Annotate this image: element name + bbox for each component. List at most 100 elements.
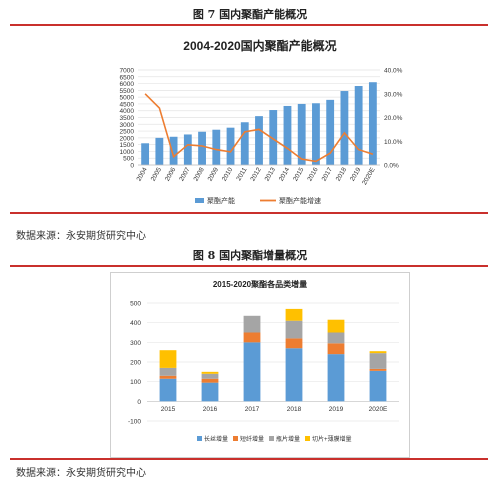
stacked-bar-segment — [201, 373, 219, 379]
y-tick-label: 5000 — [120, 95, 135, 102]
x-tick-label: 2009 — [207, 166, 220, 182]
legend-label: 长丝增量 — [204, 435, 228, 443]
y2-tick-label: 10.0% — [384, 139, 403, 146]
capacity-bar — [155, 137, 164, 165]
y-tick-label: 4000 — [120, 108, 135, 115]
capacity-bar — [269, 110, 278, 165]
x-tick-label: 2017 — [321, 166, 334, 182]
rule-fig8-top — [10, 265, 488, 267]
x-tick-label: 2013 — [264, 166, 277, 182]
y-tick-label: 200 — [130, 360, 141, 367]
capacity-bar — [297, 103, 306, 165]
legend-label: 短纤增量 — [240, 435, 264, 443]
y2-tick-label: 20.0% — [384, 115, 403, 122]
y-tick-label: 400 — [130, 320, 141, 327]
y-tick-label: 2500 — [120, 129, 135, 136]
x-tick-label: 2020E — [361, 166, 377, 186]
legend-label: 切片+薄膜增量 — [312, 435, 352, 443]
rule-fig7-bottom — [10, 212, 488, 214]
y-tick-label: 500 — [130, 301, 141, 308]
growth-rate-line — [144, 93, 374, 163]
y-tick-label: 0 — [130, 163, 134, 170]
capacity-bar — [240, 122, 249, 165]
x-tick-label: 2015 — [292, 166, 305, 182]
y-tick-label: 0 — [137, 399, 141, 406]
x-tick-label: 2008 — [192, 166, 205, 182]
y-tick-label: 2000 — [120, 135, 135, 142]
x-tick-label: 2018 — [335, 166, 348, 182]
y-tick-label: 1500 — [120, 142, 135, 149]
fig8-source: 数据来源：永安期货研究中心 — [16, 468, 146, 479]
capacity-bar — [255, 116, 263, 165]
x-tick-label: 2007 — [178, 166, 191, 182]
stacked-bar-segment — [369, 351, 387, 354]
y-tick-label: 1000 — [120, 149, 135, 156]
stacked-bar-segment — [369, 368, 387, 371]
stacked-bar-segment — [285, 348, 303, 402]
capacity-bar — [368, 82, 377, 165]
x-tick-label: 2017 — [245, 406, 260, 413]
stacked-bar-segment — [159, 375, 177, 379]
y-tick-label: 3000 — [120, 122, 135, 129]
legend-swatch — [233, 436, 238, 441]
x-tick-label: 2012 — [249, 166, 262, 182]
stacked-bar-segment — [243, 342, 261, 402]
x-tick-label: 2006 — [164, 166, 177, 182]
stacked-bar-segment — [159, 367, 177, 376]
stacked-bar-segment — [369, 353, 387, 369]
chart-title: 2004-2020国内聚酯产能概况 — [183, 38, 336, 53]
x-tick-label: 2004 — [136, 166, 149, 182]
rule-fig8-bottom — [10, 458, 488, 460]
y-tick-label: 6500 — [120, 74, 135, 81]
capacity-bar — [340, 91, 349, 165]
capacity-bar — [326, 99, 335, 165]
capacity-bar — [226, 127, 235, 165]
stacked-bar-segment — [243, 332, 261, 343]
stacked-bar-segment — [201, 378, 219, 383]
x-tick-label: 2015 — [161, 406, 176, 413]
x-tick-label: 2019 — [349, 166, 362, 182]
x-tick-label: 2019 — [329, 406, 344, 413]
legend-swatch — [269, 436, 274, 441]
stacked-bar-segment — [285, 320, 303, 339]
x-tick-label: 2014 — [278, 166, 291, 182]
capacity-bar — [212, 129, 221, 165]
capacity-bar — [141, 143, 150, 165]
y-tick-label: 4500 — [120, 101, 135, 108]
chart-title: 2015-2020聚酯各品类增量 — [213, 279, 307, 289]
y-tick-label: 500 — [123, 156, 134, 163]
x-tick-label: 2016 — [306, 166, 319, 182]
increment-chart: 2015-2020聚酯各品类增量 -100 0 100 200 300 400 500 2015… — [128, 279, 399, 443]
capacity-bar — [354, 86, 363, 165]
y2-tick-label: 0.0% — [384, 163, 399, 170]
y-tick-label: 3500 — [120, 115, 135, 122]
capacity-bar — [283, 105, 292, 165]
capacity-chart: 2004-2020国内聚酯产能概况 05001000150020002500300… — [120, 38, 403, 205]
capacity-bar — [198, 131, 206, 165]
stacked-bar-segment — [201, 371, 219, 374]
y-tick-label: -100 — [128, 419, 141, 426]
x-tick-label: 2020E — [369, 406, 388, 413]
x-tick-label: 2010 — [221, 166, 234, 182]
stacked-bar-segment — [327, 319, 345, 333]
stacked-bar-segment — [327, 332, 345, 344]
increment-chart-frame: 2015-2020聚酯各品类增量 -100 0 100 200 300 400 500 2015… — [110, 272, 410, 458]
capacity-bar — [169, 136, 178, 165]
legend-swatch — [305, 436, 310, 441]
fig8-caption: 图 8 国内聚酯增量概况 — [192, 249, 308, 262]
stacked-bar-segment — [243, 315, 261, 333]
capacity-bar — [183, 134, 192, 165]
legend-label-growth: 聚酯产能增速 — [279, 196, 321, 205]
stacked-bar-segment — [327, 354, 345, 402]
y2-tick-label: 30.0% — [384, 91, 403, 98]
stacked-bar-segment — [159, 350, 177, 368]
legend-label-capacity: 聚酯产能 — [207, 196, 235, 205]
stacked-bar-segment — [285, 338, 303, 349]
x-tick-label: 2011 — [235, 166, 248, 182]
y-tick-label: 7000 — [120, 68, 135, 75]
top-rule — [10, 24, 488, 26]
fig7-caption: 图 7 国内聚酯产能概况 — [192, 8, 308, 21]
x-tick-label: 2018 — [287, 406, 302, 413]
legend-label: 瓶片增量 — [276, 435, 300, 443]
stacked-bar-segment — [369, 370, 387, 402]
